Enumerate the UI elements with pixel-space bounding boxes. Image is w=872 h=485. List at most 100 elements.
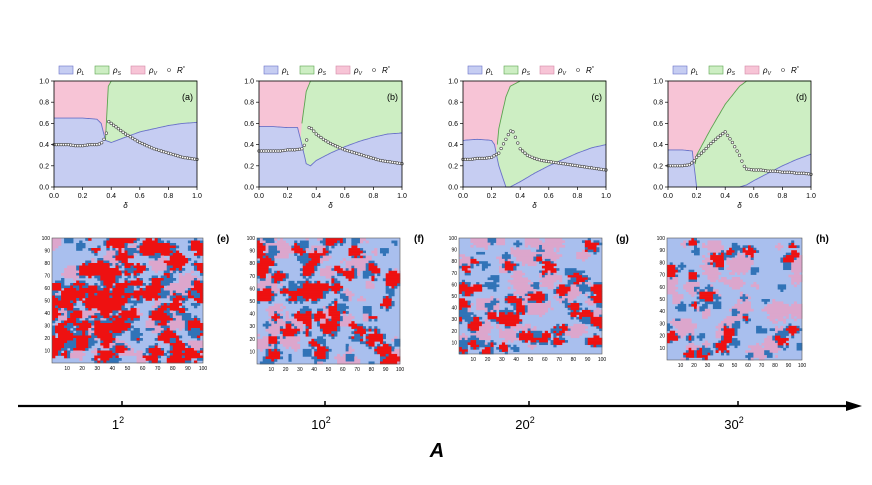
lattice-cell [294, 348, 298, 352]
lattice-cell [154, 328, 165, 331]
lattice-cell [55, 305, 59, 309]
lattice-cell [570, 335, 580, 339]
lattice-cell [257, 341, 269, 345]
lattice-cell [285, 326, 292, 330]
lattice-cell [311, 346, 315, 350]
legend: ρL ρS ρV R* [263, 65, 391, 77]
lattice-cell [391, 301, 395, 304]
lattice-cell [354, 328, 358, 332]
lattice-cell [61, 353, 68, 356]
lattice-cell [499, 344, 508, 348]
lattice-cell [325, 243, 335, 246]
lattice-cell [530, 282, 534, 285]
lattice-cell [193, 305, 198, 309]
lattice-cell [121, 310, 137, 314]
lattice-cell [285, 313, 289, 317]
lattice-cell [259, 240, 266, 244]
lattice-cell [112, 315, 119, 319]
lattice-cell [271, 278, 275, 282]
lattice-cell [94, 275, 101, 279]
lattice-cell [476, 298, 494, 301]
lattice-cell [677, 303, 687, 307]
lattice-cell [184, 320, 189, 324]
legend-marker [781, 68, 785, 72]
lattice-cell [82, 285, 89, 289]
lattice-cell [499, 261, 506, 264]
lattice-cell [187, 248, 192, 251]
lattice-y-tick-label: 90 [659, 248, 665, 254]
lattice-cell [345, 351, 352, 355]
lattice-cell [785, 252, 792, 256]
axis-tick-label: 12 [112, 415, 124, 432]
lattice-cell [785, 342, 789, 346]
lattice-cell [157, 345, 162, 349]
lattice-cell [130, 325, 134, 329]
lattice-cell [365, 240, 369, 244]
lattice-cell [590, 298, 594, 301]
lattice-cell [694, 308, 697, 312]
lattice-cell [476, 244, 488, 248]
lattice-cell [291, 248, 304, 251]
lattice-cell [94, 338, 98, 341]
legend-subscript: V [768, 71, 772, 77]
lattice-cell [570, 309, 574, 313]
lattice-cell [479, 351, 483, 355]
lattice-cell [148, 318, 152, 321]
lattice-cell [564, 272, 574, 276]
lattice-cell [294, 253, 298, 256]
r-star-point [518, 147, 522, 151]
lattice-cell [564, 340, 568, 343]
lattice-cell [667, 335, 679, 339]
lattice-cell [467, 302, 471, 306]
lattice-cell [590, 344, 594, 348]
lattice-cell [325, 238, 344, 241]
lattice-cell [723, 257, 727, 261]
lattice-cell [285, 273, 289, 277]
lattice-cell [764, 352, 773, 356]
lattice-cell [516, 307, 526, 311]
lattice-cell [274, 293, 278, 297]
lattice-cell [351, 326, 364, 330]
lattice-cell [783, 320, 787, 324]
lattice-y-tick-label: 60 [249, 286, 255, 292]
lattice-cell [127, 345, 131, 349]
lattice-cell [178, 280, 192, 284]
lattice-cell [704, 345, 708, 349]
lattice-cell [199, 270, 204, 274]
lattice-cell [169, 343, 186, 346]
lattice-cell [550, 340, 554, 343]
lattice-cell [151, 313, 168, 316]
lattice-cell [85, 260, 92, 264]
lattice-cell [766, 335, 773, 339]
lattice-cell [756, 342, 760, 346]
lattice-cell [291, 321, 304, 324]
lattice-cell [570, 328, 586, 332]
lattice-cell [76, 273, 80, 276]
lattice-cell [322, 255, 332, 259]
lattice-cell [579, 314, 594, 318]
lattice-cell [499, 312, 506, 315]
lattice-cell [721, 352, 724, 356]
lattice-cell [712, 296, 722, 300]
lattice-cell [573, 300, 577, 304]
lattice-cell [302, 331, 306, 335]
lattice-cell [70, 355, 83, 359]
lattice-cell [702, 342, 711, 346]
liquid-boundary [462, 138, 607, 188]
lattice-y-tick-label: 10 [659, 346, 665, 352]
lattice-cell [581, 240, 586, 243]
lattice-cell [166, 295, 171, 299]
lattice-cell [64, 308, 68, 311]
lattice-cell [553, 330, 557, 334]
lattice-cell [257, 301, 261, 304]
lattice-cell [710, 279, 716, 283]
lattice-cell [268, 268, 272, 272]
lattice-cell [157, 355, 162, 359]
lattice-cell [88, 340, 98, 344]
lattice-cell [699, 338, 703, 341]
lattice-cell [279, 316, 284, 319]
lattice-cell [504, 265, 514, 269]
lattice-cell [547, 300, 551, 304]
lattice-cell [742, 252, 746, 256]
lattice-cell [76, 320, 83, 324]
